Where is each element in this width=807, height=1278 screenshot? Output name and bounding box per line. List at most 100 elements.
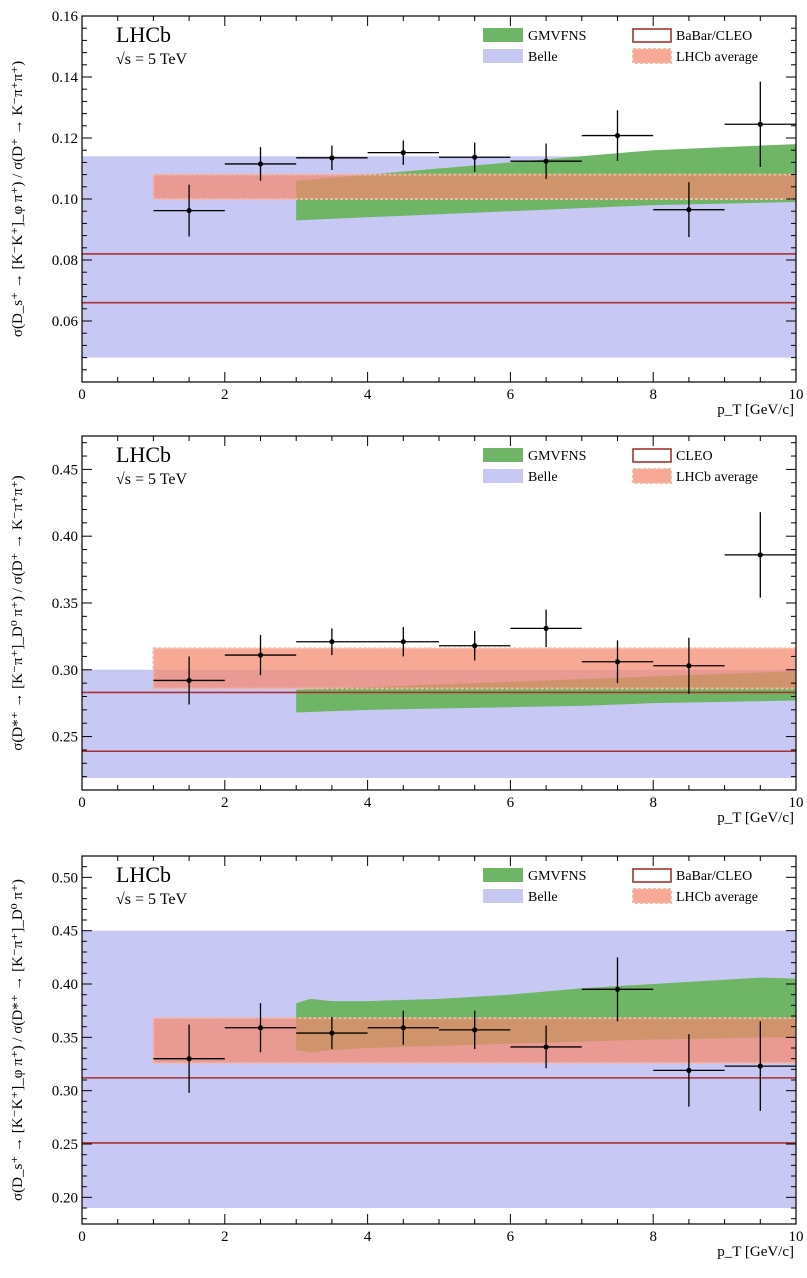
plot-area xyxy=(82,930,796,1208)
data-point xyxy=(581,110,654,161)
data-marker xyxy=(686,1067,692,1073)
chart-panel-1: 0 2 4 6 8 10p_T [GeV/c]0.060.080.100.120.140.… xyxy=(10,9,804,418)
x-axis-label: p_T [GeV/c] xyxy=(717,402,794,418)
data-marker xyxy=(543,625,549,631)
x-tick-label: 8 xyxy=(649,795,657,811)
data-point xyxy=(439,631,511,661)
legend-label-belle: Belle xyxy=(528,470,558,485)
y-tick-label: 0.14 xyxy=(52,70,79,86)
chart-panel-2: 0 2 4 6 8 10p_T [GeV/c] 0.25 0.30 0.35 0.40 0.45 σ(… xyxy=(10,435,804,826)
legend-swatch-lhcb-average xyxy=(632,48,672,64)
x-tick-label: 0 xyxy=(78,795,86,811)
plot-area xyxy=(82,512,796,778)
data-point xyxy=(224,1003,297,1053)
legend-swatch-lhcb-average xyxy=(632,888,672,904)
legend: GMVFNS Belle CLEO LHCb average xyxy=(483,448,758,485)
y-tick-label: 0.12 xyxy=(52,131,78,147)
data-point xyxy=(653,182,725,238)
y-axis-label: σ(D_s⁺ → [K⁻K⁺]_φ π⁺) / σ(D⁺ → K⁻π⁺π⁺) xyxy=(10,61,26,337)
legend-swatch-reference xyxy=(632,448,672,463)
data-point xyxy=(224,635,297,676)
x-tick-label: 4 xyxy=(364,387,372,403)
y-tick-label: 0.45 xyxy=(52,462,78,478)
legend-label-lhcb-average: LHCb average xyxy=(676,470,758,485)
data-point xyxy=(153,1024,225,1093)
y-axis: 0.06 0.08 0.10 0.12 0.14 0.16 σ(D_s⁺ → [K⁻K⁺]_… xyxy=(10,9,796,383)
y-tick-label: 0.06 xyxy=(52,314,79,330)
y-tick-label: 0.16 xyxy=(52,9,79,25)
legend-swatch-gmvfns xyxy=(483,448,523,462)
data-marker xyxy=(757,1063,763,1069)
legend-label-gmvfns: GMVFNS xyxy=(528,869,586,884)
legend-label-reference: BaBar/CLEO xyxy=(676,869,752,884)
x-tick-label: 0 xyxy=(78,387,86,403)
data-marker xyxy=(400,1025,406,1031)
y-tick-label: 0.40 xyxy=(52,529,78,545)
y-tick-label: 0.25 xyxy=(52,730,78,746)
x-tick-label: 8 xyxy=(649,387,657,403)
data-marker xyxy=(186,677,192,684)
legend-label-reference: BaBar/CLEO xyxy=(676,29,752,44)
plot-area xyxy=(82,81,796,358)
data-point xyxy=(296,145,368,171)
data-point xyxy=(224,147,297,181)
data-marker xyxy=(472,154,478,160)
data-marker xyxy=(186,207,192,214)
x-tick-label: 6 xyxy=(507,387,515,403)
legend-label-gmvfns: GMVFNS xyxy=(528,29,586,44)
x-tick-label: 10 xyxy=(789,795,804,811)
x-tick-label: 6 xyxy=(507,1229,515,1245)
data-marker xyxy=(614,132,621,139)
x-axis: 0 2 4 6 8 10p_T [GeV/c] xyxy=(78,436,804,826)
experiment-label: LHCb xyxy=(116,22,171,47)
data-marker xyxy=(257,1025,264,1031)
legend: GMVFNS Belle BaBar/CLEO LHCb average xyxy=(483,28,758,65)
data-point xyxy=(296,1017,368,1050)
belle-band xyxy=(82,930,796,1208)
y-axis: 0.20 0.25 0.30 0.35 0.40 0.45 0.50 σ(D_s⁺ → [K⁻… xyxy=(10,855,796,1220)
lhcb-average-band xyxy=(152,173,796,201)
legend-swatch-belle xyxy=(483,889,523,903)
data-point xyxy=(653,637,725,694)
data-marker xyxy=(757,121,763,127)
data-point xyxy=(439,142,511,172)
data-marker xyxy=(472,1027,478,1033)
x-axis-label: p_T [GeV/c] xyxy=(717,810,794,826)
energy-label: √s = 5 TeV xyxy=(116,891,188,908)
experiment-label: LHCb xyxy=(116,862,171,887)
y-tick-label: 0.08 xyxy=(52,253,78,269)
data-point xyxy=(296,628,368,656)
data-marker xyxy=(400,150,406,156)
data-marker xyxy=(472,643,478,649)
legend-label-belle: Belle xyxy=(528,50,558,65)
x-tick-label: 4 xyxy=(364,1229,372,1245)
data-point xyxy=(439,1010,511,1050)
data-marker xyxy=(257,161,264,167)
x-tick-label: 2 xyxy=(221,387,229,403)
legend-label-gmvfns: GMVFNS xyxy=(528,449,586,464)
legend-swatch-reference xyxy=(632,868,672,883)
x-axis-label: p_T [GeV/c] xyxy=(717,1244,794,1260)
x-tick-label: 10 xyxy=(789,387,804,403)
x-axis: 0 2 4 6 8 10p_T [GeV/c] xyxy=(78,16,804,418)
data-marker xyxy=(543,1044,549,1050)
y-axis-label: σ(D_s⁺ → [K⁻K⁺]_φ π⁺) / σ(D*⁺ → [K⁻π⁺]_D… xyxy=(10,879,26,1201)
x-tick-label: 10 xyxy=(789,1229,804,1245)
energy-label: √s = 5 TeV xyxy=(116,471,188,488)
y-tick-label: 0.10 xyxy=(52,192,78,208)
y-tick-label: 0.30 xyxy=(52,1084,78,1100)
y-axis-label: σ(D*⁺ → [K⁻π⁺]_D⁰ π⁺) / σ(D⁺ → K⁻π⁺π⁺) xyxy=(10,475,26,750)
data-point xyxy=(510,609,582,648)
y-tick-label: 0.35 xyxy=(52,596,78,612)
data-point xyxy=(724,512,796,598)
x-tick-label: 4 xyxy=(364,795,372,811)
y-tick-label: 0.35 xyxy=(52,1030,78,1046)
y-tick-label: 0.25 xyxy=(52,1137,78,1153)
data-point xyxy=(367,140,439,165)
data-point xyxy=(510,1025,582,1069)
y-tick-label: 0.45 xyxy=(52,924,78,940)
data-point xyxy=(153,184,225,237)
data-marker xyxy=(257,652,264,658)
x-tick-label: 2 xyxy=(221,1229,229,1245)
data-marker xyxy=(400,639,406,645)
